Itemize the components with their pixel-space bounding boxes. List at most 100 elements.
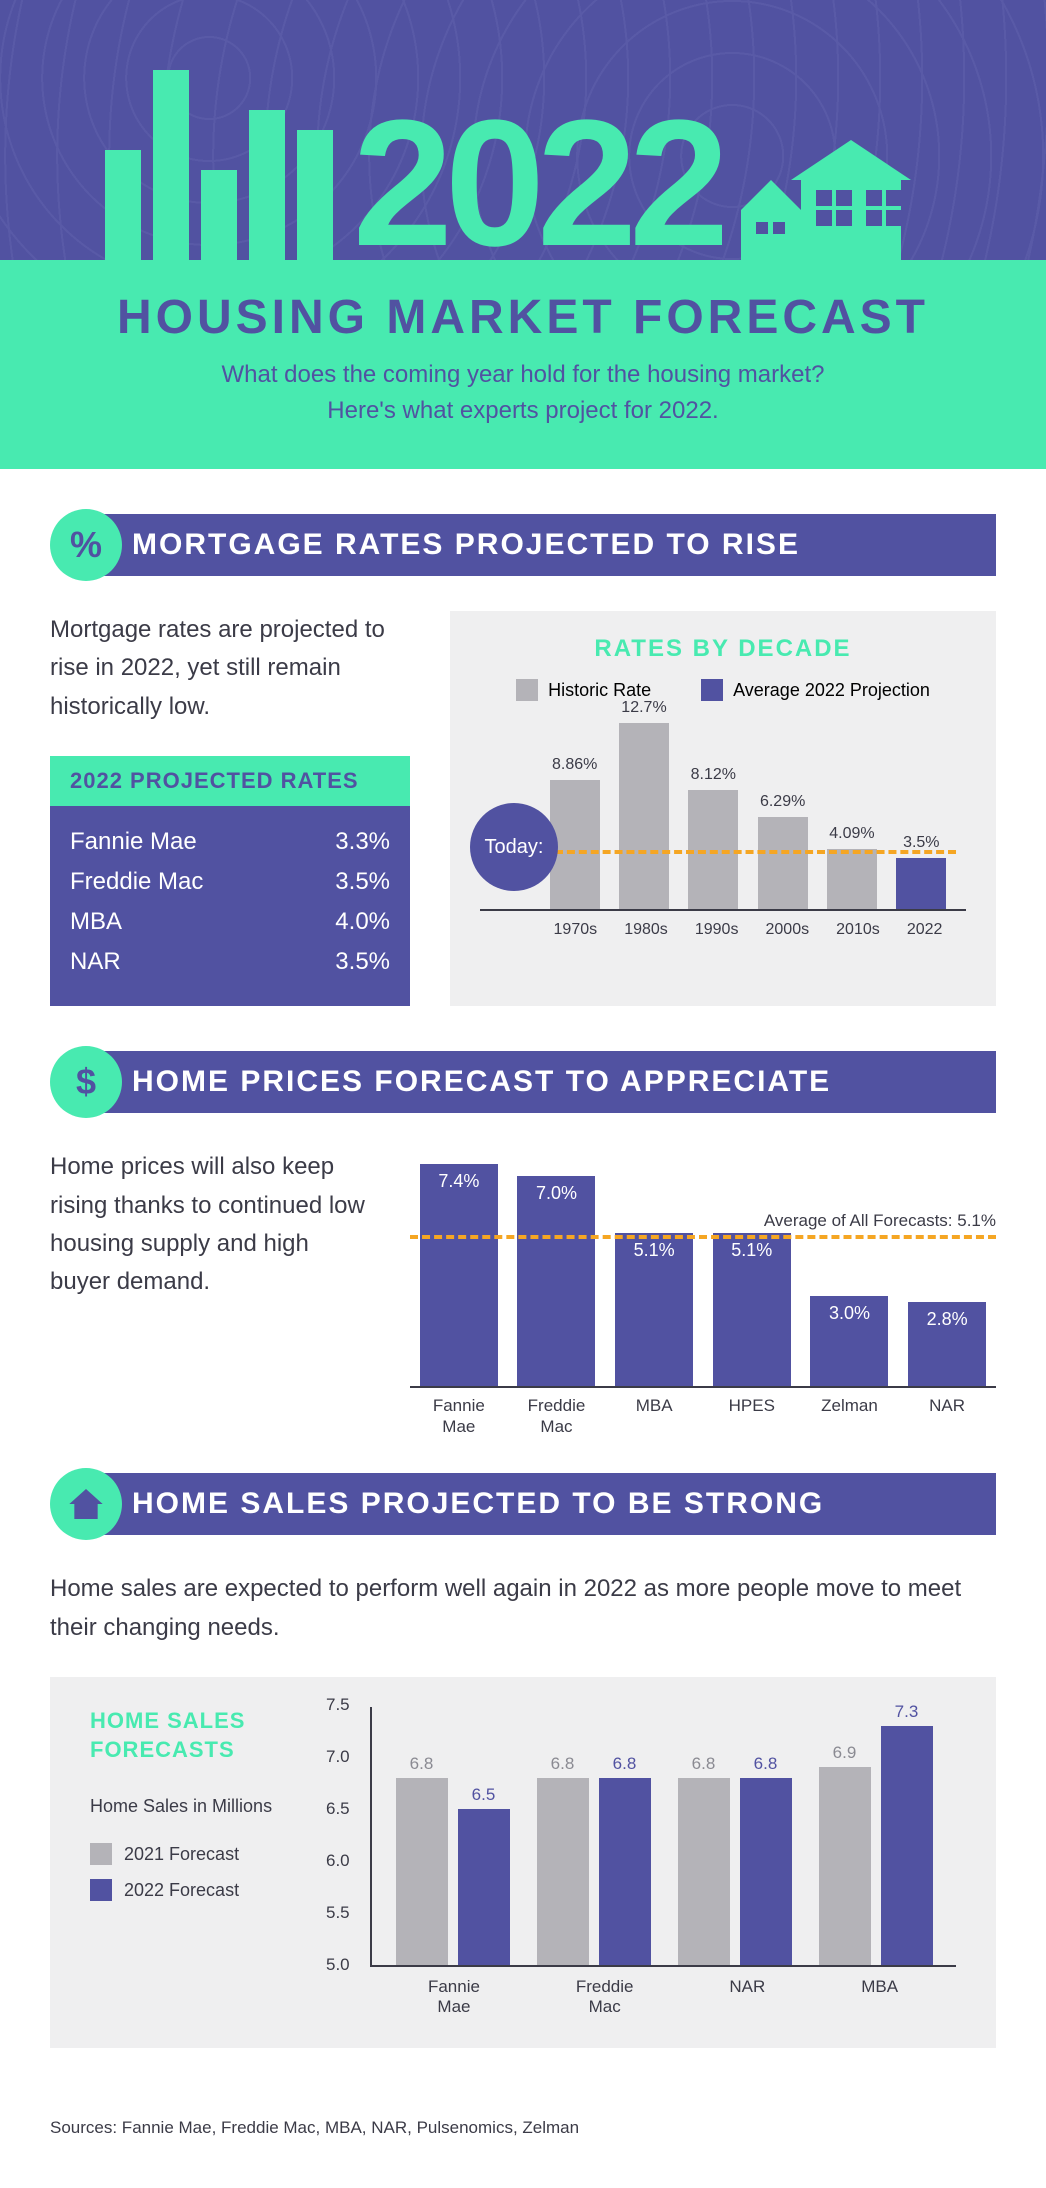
sales-bar bbox=[819, 1767, 871, 1965]
sales-bar-2021: 6.8 bbox=[396, 1754, 448, 1965]
subhero-line1: What does the coming year hold for the h… bbox=[50, 357, 996, 393]
rate-value: 3.5% bbox=[335, 868, 390, 896]
decade-bar-wrap: 8.12% bbox=[686, 766, 740, 909]
apprec-x-label: FannieMae bbox=[420, 1396, 498, 1437]
decade-bar-wrap: 4.09% bbox=[825, 825, 879, 909]
sales-bar bbox=[599, 1778, 651, 1965]
apprec-x-label: MBA bbox=[615, 1396, 693, 1437]
decade-bar bbox=[619, 723, 669, 909]
decade-bar-value: 6.29% bbox=[760, 793, 805, 811]
sales-group: 6.8 6.5 bbox=[396, 1754, 510, 1965]
sales-ytick: 6.0 bbox=[326, 1851, 350, 1871]
decade-legend: Historic Rate Average 2022 Projection bbox=[480, 679, 966, 701]
projected-rates-table: 2022 PROJECTED RATES Fannie Mae3.3%Fredd… bbox=[50, 756, 410, 1006]
decade-bar bbox=[827, 849, 877, 909]
sales-bar bbox=[458, 1809, 510, 1965]
home-sales-chart: HOME SALES FORECASTS Home Sales in Milli… bbox=[50, 1677, 996, 2048]
home-icon bbox=[50, 1468, 122, 1540]
apprec-bar-value: 5.1% bbox=[731, 1240, 772, 1261]
rates-row: NAR3.5% bbox=[70, 942, 390, 982]
sales-value-2022: 6.5 bbox=[472, 1785, 496, 1805]
decade-x-label: 1980s bbox=[624, 921, 668, 939]
apprec-bar-wrap: 3.0% bbox=[810, 1303, 888, 1386]
hero-bar bbox=[153, 70, 189, 260]
decade-bar-value: 4.09% bbox=[829, 825, 874, 843]
apprec-x-label: Zelman bbox=[810, 1396, 888, 1437]
apprec-bar-value: 3.0% bbox=[829, 1303, 870, 1324]
rate-source: Fannie Mae bbox=[70, 828, 197, 856]
apprec-bar-wrap: 5.1% bbox=[713, 1240, 791, 1386]
sales-x-label: FannieMae bbox=[428, 1977, 480, 2018]
sales-bar-2021: 6.8 bbox=[678, 1754, 730, 1965]
apprec-bar-wrap: 7.0% bbox=[517, 1183, 595, 1386]
hero-bar bbox=[201, 170, 237, 260]
legend-swatch-2022 bbox=[90, 1879, 112, 1901]
section3-intro: Home sales are expected to perform well … bbox=[50, 1570, 996, 1647]
decade-x-label: 1970s bbox=[554, 921, 598, 939]
today-badge: Today: bbox=[470, 803, 558, 891]
apprec-x-label: NAR bbox=[908, 1396, 986, 1437]
sales-value-2021: 6.8 bbox=[410, 1754, 434, 1774]
decade-x-label: 1990s bbox=[695, 921, 739, 939]
legend-historic-label: Historic Rate bbox=[548, 680, 651, 701]
section3-title: HOME SALES PROJECTED TO BE STRONG bbox=[102, 1473, 996, 1535]
sales-bar-2022: 7.3 bbox=[881, 1702, 933, 1965]
sales-bar-2022: 6.5 bbox=[458, 1785, 510, 1965]
sales-value-2021: 6.8 bbox=[692, 1754, 716, 1774]
house-icon bbox=[741, 110, 941, 260]
sales-ytick: 6.5 bbox=[326, 1799, 350, 1819]
decade-x-label: 2022 bbox=[907, 921, 943, 939]
section2-intro: Home prices will also keep rising thanks… bbox=[50, 1148, 370, 1428]
decade-bar-wrap: 12.7% bbox=[617, 699, 671, 909]
apprec-x-label: HPES bbox=[713, 1396, 791, 1437]
legend-swatch-2021 bbox=[90, 1843, 112, 1865]
decade-bar-value: 8.12% bbox=[691, 766, 736, 784]
section1-title: MORTGAGE RATES PROJECTED TO RISE bbox=[102, 514, 996, 576]
legend-swatch-historic bbox=[516, 679, 538, 701]
avg-forecast-label: Average of All Forecasts: 5.1% bbox=[764, 1211, 996, 1231]
dollar-icon: $ bbox=[50, 1046, 122, 1118]
apprec-bar-wrap: 5.1% bbox=[615, 1240, 693, 1386]
sales-bar bbox=[740, 1778, 792, 1965]
sales-ytick: 5.5 bbox=[326, 1903, 350, 1923]
sales-bar-2021: 6.8 bbox=[537, 1754, 589, 1965]
section1-header: % MORTGAGE RATES PROJECTED TO RISE bbox=[50, 509, 996, 581]
sales-ytick: 5.0 bbox=[326, 1955, 350, 1975]
sales-value-2022: 6.8 bbox=[613, 1754, 637, 1774]
sales-group: 6.9 7.3 bbox=[819, 1702, 933, 1965]
decade-bar-wrap: 3.5% bbox=[894, 834, 948, 909]
apprec-bar-wrap: 7.4% bbox=[420, 1171, 498, 1386]
decade-bar bbox=[896, 858, 946, 909]
today-dashed-line bbox=[555, 850, 956, 854]
decade-chart-title: RATES BY DECADE bbox=[480, 635, 966, 663]
sales-bar-2021: 6.9 bbox=[819, 1743, 871, 1965]
sales-ytick: 7.5 bbox=[326, 1695, 350, 1715]
apprec-bar-value: 2.8% bbox=[927, 1309, 968, 1330]
legend-projection-label: Average 2022 Projection bbox=[733, 680, 930, 701]
decade-bar-value: 8.86% bbox=[552, 756, 597, 774]
rates-by-decade-chart: RATES BY DECADE Historic Rate Average 20… bbox=[450, 611, 996, 1006]
sales-bar bbox=[537, 1778, 589, 1965]
section1-intro: Mortgage rates are projected to rise in … bbox=[50, 611, 410, 726]
subhero: HOUSING MARKET FORECAST What does the co… bbox=[0, 260, 1046, 469]
apprec-bar-value: 7.4% bbox=[438, 1171, 479, 1192]
avg-forecast-line bbox=[410, 1235, 996, 1239]
main-title: HOUSING MARKET FORECAST bbox=[50, 290, 996, 345]
sales-value-2021: 6.8 bbox=[551, 1754, 575, 1774]
legend-2021-label: 2021 Forecast bbox=[124, 1844, 239, 1865]
sales-bar bbox=[396, 1778, 448, 1965]
sales-group: 6.8 6.8 bbox=[537, 1754, 651, 1965]
decade-x-label: 2000s bbox=[766, 921, 810, 939]
sales-value-2022: 6.8 bbox=[754, 1754, 778, 1774]
sales-x-label: MBA bbox=[861, 1977, 898, 2018]
rate-value: 3.3% bbox=[335, 828, 390, 856]
apprec-bar-value: 5.1% bbox=[634, 1240, 675, 1261]
apprec-bar-value: 7.0% bbox=[536, 1183, 577, 1204]
sources-text: Sources: Fannie Mae, Freddie Mac, MBA, N… bbox=[0, 2088, 1046, 2188]
apprec-x-label: FreddieMac bbox=[517, 1396, 595, 1437]
rate-value: 4.0% bbox=[335, 908, 390, 936]
apprec-bar bbox=[517, 1176, 595, 1386]
sales-legend-title: HOME SALES FORECASTS bbox=[90, 1707, 290, 1764]
hero-bar bbox=[105, 150, 141, 260]
decade-bar-value: 12.7% bbox=[621, 699, 666, 717]
